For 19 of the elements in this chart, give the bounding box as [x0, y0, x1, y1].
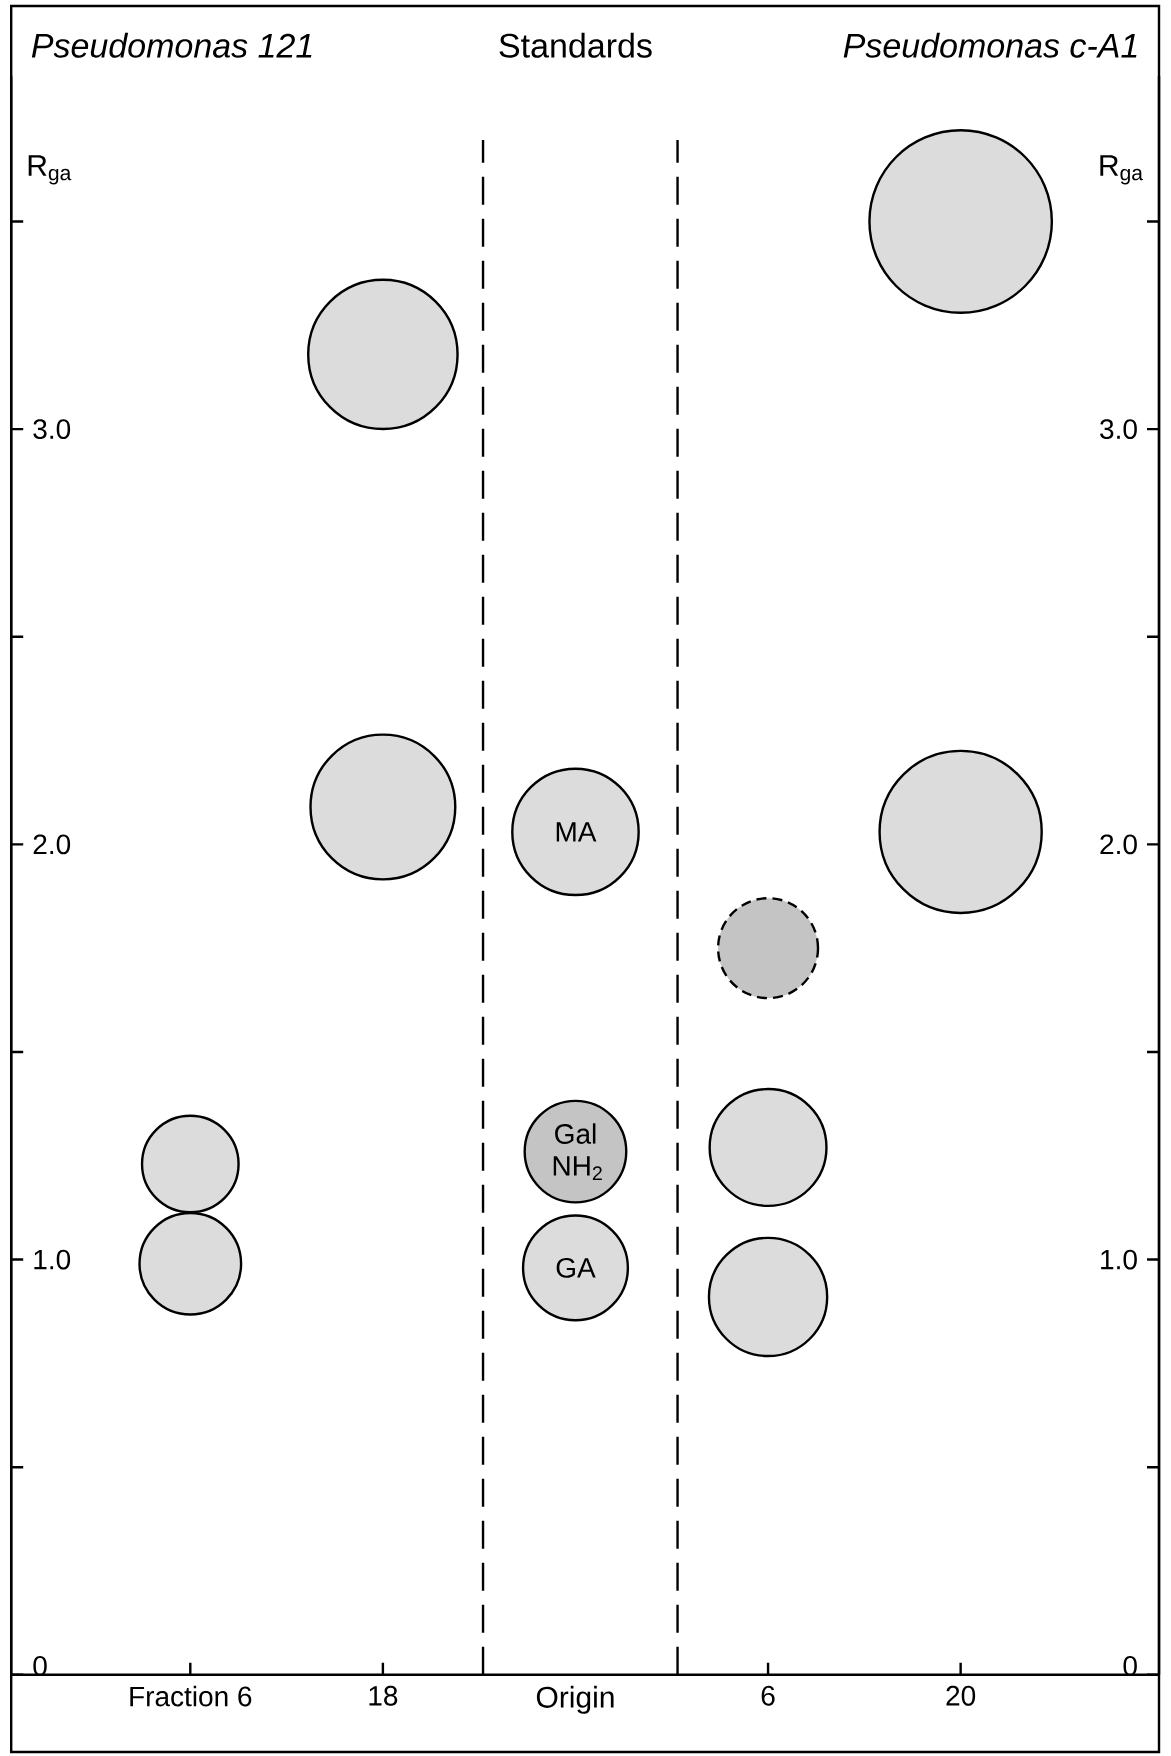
x-tick-label: 18 — [369, 1685, 398, 1706]
text: Pseudomonas c-A1 — [843, 32, 1137, 58]
annotation: GA — [556, 1257, 596, 1278]
y-tick-label: 2.0 — [33, 834, 71, 855]
text: Pseudomonas 121 — [31, 32, 312, 58]
x-tick-label: 6 — [761, 1685, 775, 1706]
y2-axis-title: R$_{ga}$ — [1100, 155, 1143, 185]
y-tick-label: 3.0 — [33, 419, 71, 440]
annotation: Gal NH$_{2}$ — [553, 1123, 602, 1180]
annotation: MA — [556, 822, 597, 842]
x-tick-label: 20 — [946, 1685, 976, 1706]
y2-tick-label: 3.0 — [1100, 419, 1137, 440]
text: Standards — [499, 32, 652, 58]
y2-tick-label: 2.0 — [1100, 834, 1137, 855]
x-axis-title: Origin — [536, 1685, 614, 1714]
y-axis-title: R$_{ga}$ — [28, 155, 72, 185]
x-tick-label: Fraction 6 — [130, 1685, 252, 1707]
y-tick-label: 1.0 — [34, 1249, 71, 1270]
y2-tick-label: 1.0 — [1101, 1249, 1137, 1270]
